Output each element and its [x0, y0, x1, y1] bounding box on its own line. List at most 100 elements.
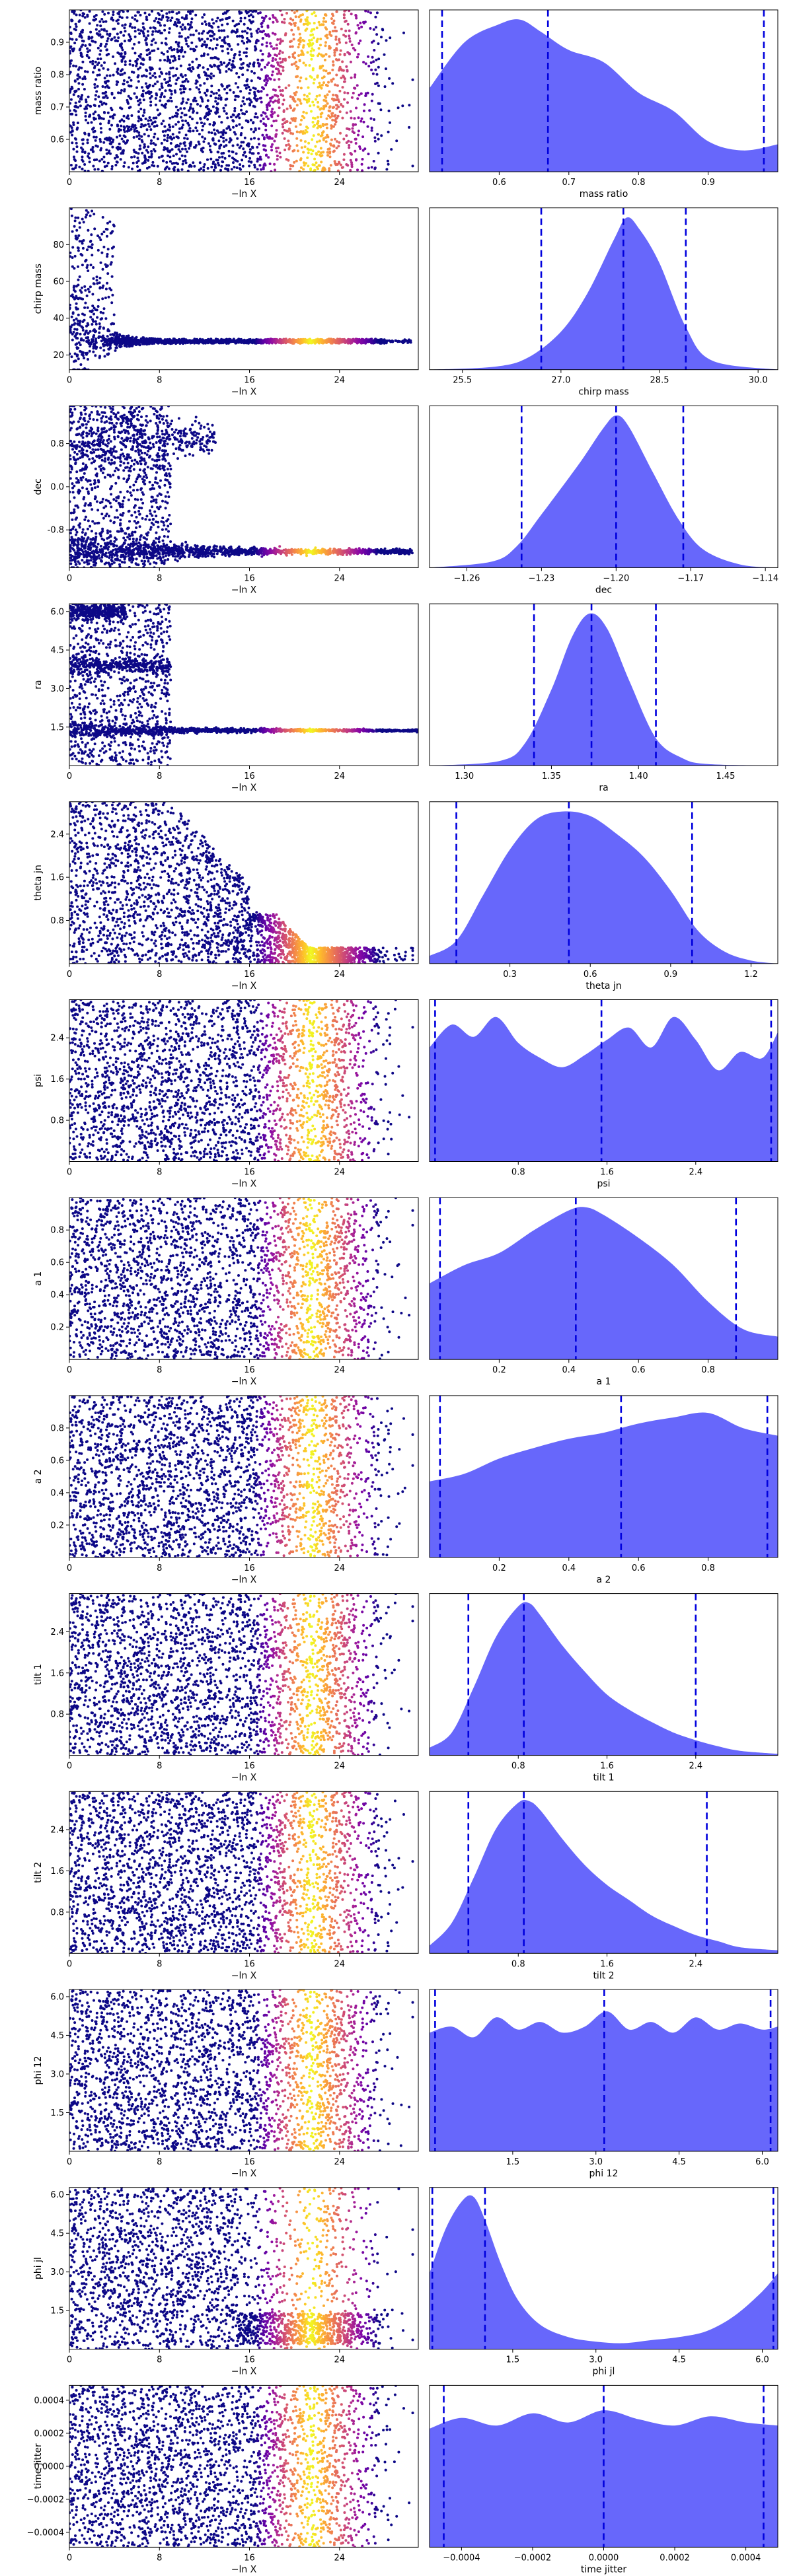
scatter-frame	[69, 9, 419, 172]
scatter-point	[281, 51, 284, 54]
scatter-point	[192, 129, 195, 133]
scatter-point	[132, 136, 135, 139]
scatter-point	[299, 123, 302, 126]
scatter-point	[147, 34, 150, 37]
scatter-point	[305, 27, 309, 30]
scatter-point	[132, 64, 135, 67]
scatter-point	[201, 16, 204, 19]
scatter-point	[75, 328, 79, 331]
scatter-point	[258, 143, 260, 146]
scatter-point	[327, 114, 330, 118]
scatter-point	[389, 36, 392, 40]
x-tick-label: 16	[244, 178, 255, 188]
scatter-point	[137, 74, 140, 77]
scatter-point	[278, 57, 282, 60]
scatter-point	[130, 156, 133, 159]
scatter-point	[131, 336, 134, 339]
scatter-point	[95, 279, 98, 282]
scatter-point	[153, 125, 157, 128]
scatter-point	[260, 68, 263, 71]
scatter-point	[73, 80, 77, 83]
scatter-point	[252, 61, 256, 64]
scatter-point	[190, 164, 193, 168]
scatter-point	[98, 138, 102, 141]
scatter-point	[158, 67, 161, 71]
scatter-point	[85, 107, 89, 110]
scatter-point	[252, 152, 255, 155]
scatter-point	[224, 11, 227, 15]
scatter-point	[183, 137, 186, 140]
scatter-point	[187, 10, 190, 13]
scatter-point	[159, 99, 162, 102]
scatter-point	[370, 68, 373, 71]
scatter-point	[356, 55, 359, 59]
scatter-point	[190, 69, 193, 73]
scatter-point	[116, 18, 120, 22]
scatter-point	[183, 80, 186, 83]
scatter-point	[355, 106, 358, 110]
scatter-point	[214, 96, 217, 100]
scatter-point	[313, 22, 316, 24]
scatter-point	[231, 144, 235, 147]
scatter-point	[270, 110, 274, 114]
scatter-point	[205, 46, 208, 49]
scatter-point	[221, 85, 224, 88]
scatter-point	[180, 28, 184, 31]
scatter-point	[220, 29, 223, 32]
scatter-point	[138, 32, 141, 35]
scatter-point	[124, 23, 127, 26]
scatter-point	[133, 35, 137, 38]
scatter-point	[99, 140, 102, 143]
scatter-point	[89, 60, 92, 63]
scatter-point	[335, 30, 338, 32]
scatter-point	[92, 164, 95, 168]
scatter-point	[151, 30, 155, 33]
scatter-point	[229, 128, 232, 131]
scatter-point	[130, 38, 133, 41]
scatter-point	[318, 139, 321, 143]
scatter-point	[262, 19, 265, 22]
scatter-point	[135, 96, 138, 99]
scatter-point	[178, 131, 181, 134]
scatter-point	[118, 134, 122, 137]
scatter-point	[348, 40, 352, 43]
scatter-point	[107, 52, 110, 55]
scatter-point	[179, 25, 182, 28]
scatter-point	[87, 339, 91, 342]
scatter-point	[69, 251, 72, 254]
scatter-point	[311, 42, 315, 45]
scatter-point	[272, 57, 275, 60]
scatter-point	[118, 15, 122, 18]
scatter-point	[219, 71, 221, 74]
scatter-point	[176, 112, 179, 116]
scatter-point	[177, 120, 180, 124]
scatter-point	[167, 81, 170, 84]
scatter-point	[232, 161, 235, 164]
scatter-point	[301, 13, 305, 17]
scatter-point	[130, 127, 133, 131]
scatter-point	[155, 124, 159, 127]
scatter-point	[133, 14, 137, 17]
scatter-point	[324, 44, 327, 48]
scatter-point	[282, 125, 285, 129]
scatter-point	[81, 138, 85, 141]
scatter-point	[237, 86, 240, 89]
scatter-point	[263, 17, 266, 20]
scatter-point	[100, 28, 103, 31]
scatter-point	[128, 24, 132, 28]
scatter-point	[206, 118, 209, 121]
scatter-point	[177, 41, 180, 44]
scatter-point	[211, 18, 214, 21]
scatter-point	[69, 52, 71, 55]
scatter-point	[136, 99, 139, 102]
scatter-point	[354, 31, 358, 34]
scatter-point	[87, 155, 90, 158]
scatter-point	[348, 52, 351, 55]
scatter-point	[261, 133, 264, 137]
scatter-point	[330, 114, 334, 118]
scatter-point	[135, 151, 137, 154]
scatter-point	[184, 120, 187, 123]
scatter-point	[239, 145, 243, 147]
scatter-point	[130, 97, 133, 100]
scatter-point	[328, 30, 332, 34]
